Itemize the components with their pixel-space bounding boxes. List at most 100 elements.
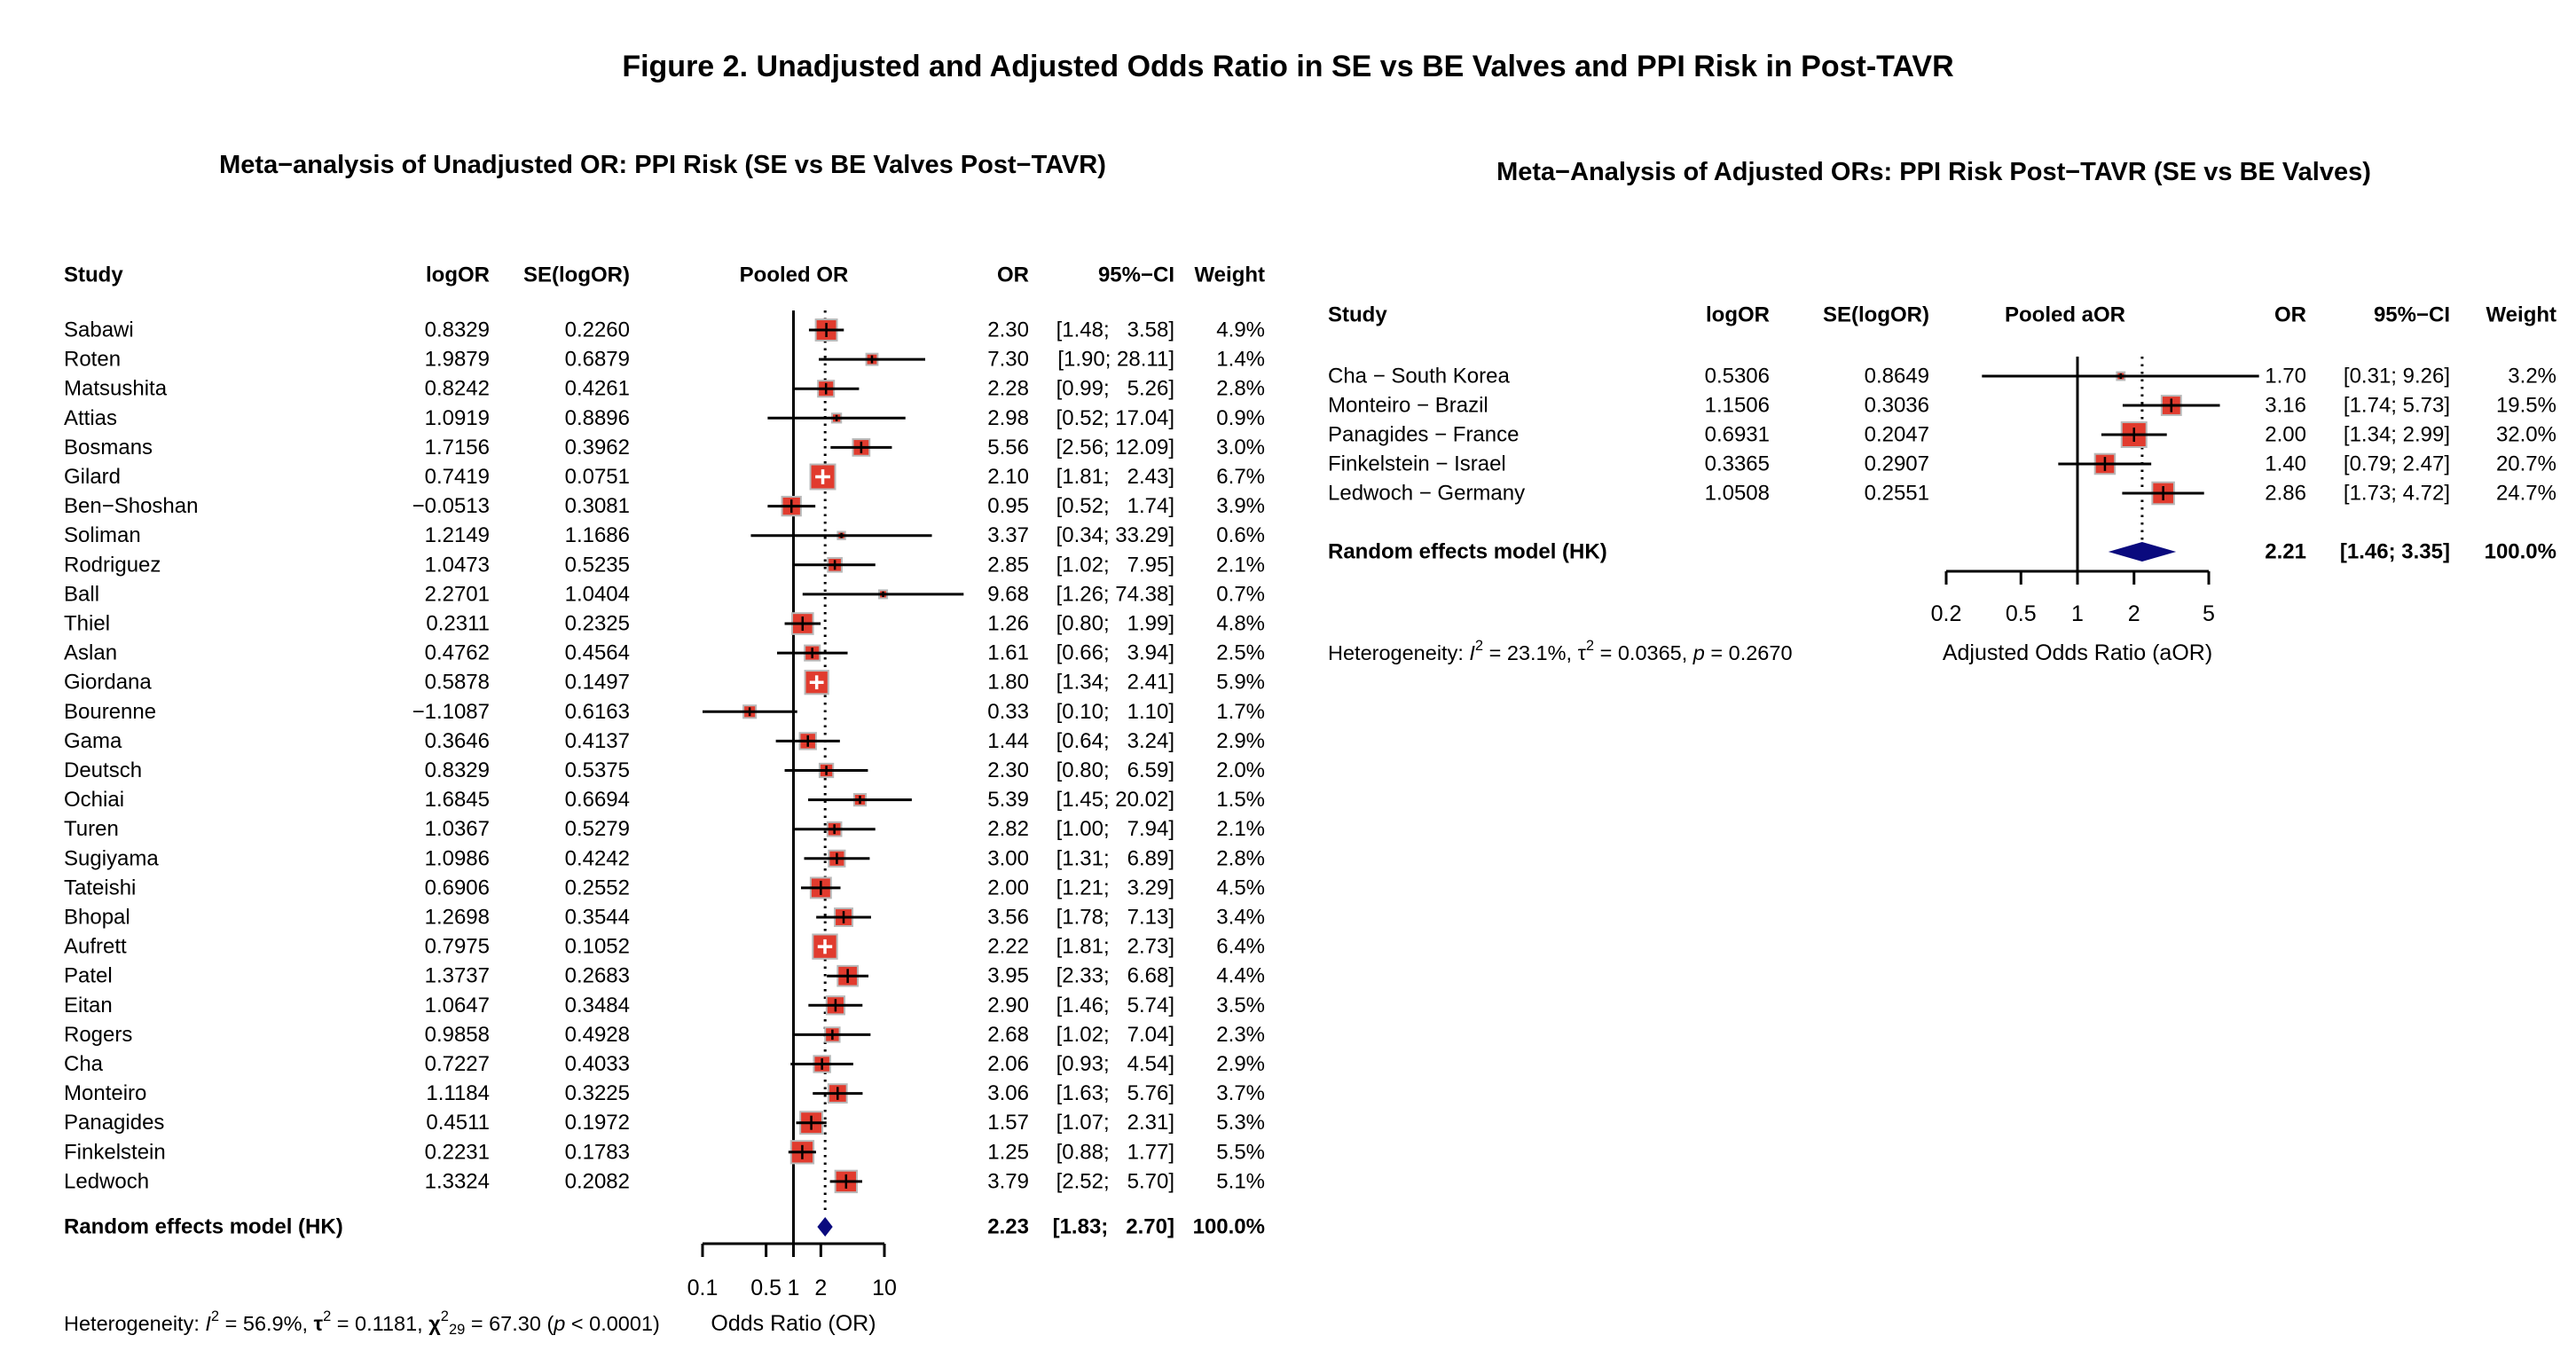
study-se: 0.2552 [565,876,630,899]
study-se: 0.2551 [1865,482,1929,506]
study-se: 0.1497 [565,671,630,695]
study-weight: 2.5% [1216,641,1265,665]
study-ci: [1.73; 4.72] [2344,482,2450,506]
study-name: Gilard [64,465,121,489]
study-or: 5.39 [987,788,1029,812]
study-se: 0.1972 [565,1111,630,1135]
study-se: 0.3544 [565,906,630,930]
study-or: 2.85 [987,553,1029,577]
study-weight: 32.0% [2496,423,2556,447]
column-header-ci: 95%−CI [1098,263,1174,287]
column-header-study: Study [64,263,123,287]
study-se: 0.4261 [565,377,630,401]
column-header-se: SE(logOR) [1823,303,1929,327]
study-se: 1.1686 [565,523,630,547]
study-ci: [0.52; 17.04] [1056,406,1174,430]
study-logor: 0.3646 [425,729,490,753]
study-se: 0.5375 [565,758,630,782]
study-weight: 3.4% [1216,906,1265,930]
study-name: Cha − South Korea [1328,365,1510,389]
study-or: 1.25 [987,1140,1029,1164]
study-se: 0.8896 [565,406,630,430]
study-ci: [1.90; 28.11] [1057,348,1174,372]
study-name: Bhopal [64,906,130,930]
study-or: 5.56 [987,436,1029,460]
study-se: 0.4928 [565,1023,630,1047]
study-weight: 1.5% [1216,788,1265,812]
pooled-or: 2.23 [987,1215,1029,1239]
pooled-label: Random effects model (HK) [1328,540,1607,564]
column-header-weight: Weight [1194,263,1265,287]
study-or: 2.82 [987,817,1029,841]
study-ci: [0.80; 6.59] [1056,758,1174,782]
study-or: 2.10 [987,465,1029,489]
study-ci: [1.21; 3.29] [1056,876,1174,899]
pooled-or: 2.21 [2265,540,2306,564]
study-weight: 3.5% [1216,994,1265,1017]
study-weight: 5.9% [1216,671,1265,695]
study-se: 0.2082 [565,1169,630,1193]
study-se: 0.3081 [565,494,630,518]
study-or: 3.56 [987,906,1029,930]
study-logor: 1.0508 [1705,482,1770,506]
study-weight: 24.7% [2496,482,2556,506]
study-ci: [1.34; 2.99] [2344,423,2450,447]
study-se: 0.1052 [565,935,630,959]
column-header-or: OR [2274,303,2306,327]
study-or: 2.00 [2265,423,2306,447]
study-weight: 0.6% [1216,523,1265,547]
x-axis-tick-label: 2 [814,1276,827,1300]
study-weight: 2.1% [1216,553,1265,577]
column-header-logor: logOR [1706,303,1770,327]
study-logor: 1.1506 [1705,394,1770,418]
study-ci: [1.31; 6.89] [1056,846,1174,870]
column-header-se: SE(logOR) [523,263,630,287]
x-axis-tick-label: 2 [2128,601,2140,626]
study-weight: 1.4% [1216,348,1265,372]
pooled-ci: [1.46; 3.35] [2340,540,2450,564]
study-logor: 0.7975 [425,935,490,959]
pooled-ci: [1.83; 2.70] [1053,1215,1174,1239]
study-or: 1.70 [2265,365,2306,389]
study-logor: 0.8242 [425,377,490,401]
study-logor: 1.3324 [425,1169,490,1193]
study-or: 2.30 [987,318,1029,342]
study-weight: 0.9% [1216,406,1265,430]
study-name: Patel [64,964,113,988]
study-name: Roten [64,348,121,372]
study-weight: 3.2% [2508,365,2556,389]
study-logor: 0.7227 [425,1052,490,1076]
x-axis-tick-label: 0.5 [2006,601,2037,626]
x-axis-tick-label: 0.2 [1931,601,1962,626]
study-name: Ledwoch [64,1169,149,1193]
study-se: 0.4137 [565,729,630,753]
study-or: 0.33 [987,700,1029,724]
study-logor: 0.6906 [425,876,490,899]
study-or: 0.95 [987,494,1029,518]
study-logor: 0.4762 [425,641,490,665]
study-weight: 4.5% [1216,876,1265,899]
study-logor: 0.2231 [425,1140,490,1164]
x-axis-label: Odds Ratio (OR) [711,1311,876,1336]
study-se: 0.6879 [565,348,630,372]
study-ci: [1.74; 5.73] [2344,394,2450,418]
study-se: 1.0404 [565,582,630,606]
study-weight: 2.3% [1216,1023,1265,1047]
study-name: Matsushita [64,377,168,401]
heterogeneity-text: Heterogeneity: I2 = 56.9%, τ2 = 0.1181, … [64,1308,660,1338]
pooled-diamond [2108,542,2177,562]
right-panel-title: Meta−Analysis of Adjusted ORs: PPI Risk … [1496,158,2371,186]
study-name: Ben−Shoshan [64,494,198,518]
study-ci: [1.02; 7.95] [1056,553,1174,577]
study-name: Turen [64,817,119,841]
column-header-or: OR [997,263,1029,287]
study-name: Deutsch [64,758,142,782]
column-header-logor: logOR [426,263,490,287]
study-or: 3.16 [2265,394,2306,418]
study-logor: −1.1087 [412,700,490,724]
study-or: 3.79 [987,1169,1029,1193]
study-se: 0.2260 [565,318,630,342]
study-name: Panagides [64,1111,164,1135]
study-se: 0.8649 [1865,365,1929,389]
study-ci: [0.64; 3.24] [1056,729,1174,753]
